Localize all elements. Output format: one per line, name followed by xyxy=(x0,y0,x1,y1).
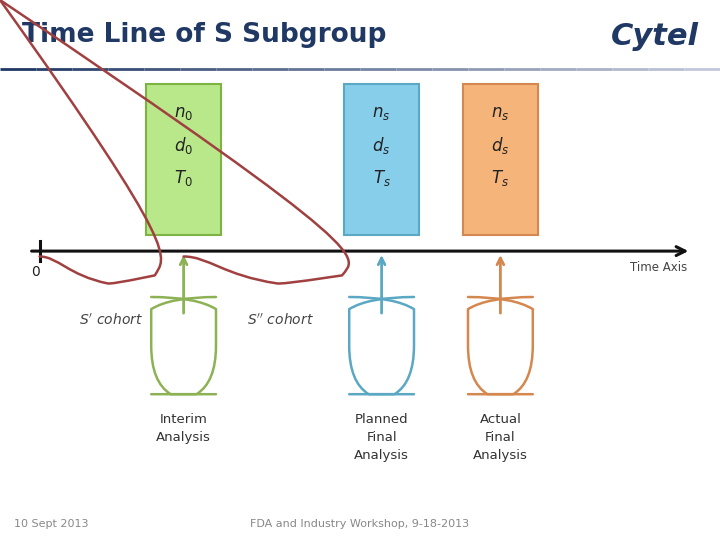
Text: $d_s$: $d_s$ xyxy=(491,136,510,156)
Text: $S'$ cohort: $S'$ cohort xyxy=(79,313,144,328)
Text: $n_s$: $n_s$ xyxy=(372,104,391,123)
Text: $T_s$: $T_s$ xyxy=(492,168,509,188)
FancyBboxPatch shape xyxy=(462,84,538,235)
Text: Cytel: Cytel xyxy=(611,22,698,51)
Text: 10 Sept 2013: 10 Sept 2013 xyxy=(14,519,89,529)
Text: 0: 0 xyxy=(32,265,40,279)
Text: FDA and Industry Workshop, 9-18-2013: FDA and Industry Workshop, 9-18-2013 xyxy=(251,519,469,529)
Text: $T_s$: $T_s$ xyxy=(373,168,390,188)
Text: $n_s$: $n_s$ xyxy=(491,104,510,123)
Text: Time Line of S Subgroup: Time Line of S Subgroup xyxy=(22,22,386,48)
Text: $S''$ cohort: $S''$ cohort xyxy=(248,313,314,328)
Text: $n_0$: $n_0$ xyxy=(174,104,193,123)
Text: Interim
Analysis: Interim Analysis xyxy=(156,413,211,444)
Text: $T_0$: $T_0$ xyxy=(174,168,193,188)
Text: Time Axis: Time Axis xyxy=(630,261,688,274)
Text: $d_0$: $d_0$ xyxy=(174,136,193,156)
Text: Actual
Final
Analysis: Actual Final Analysis xyxy=(473,413,528,462)
Text: Planned
Final
Analysis: Planned Final Analysis xyxy=(354,413,409,462)
Text: $d_s$: $d_s$ xyxy=(372,136,391,156)
FancyBboxPatch shape xyxy=(344,84,419,235)
FancyBboxPatch shape xyxy=(145,84,222,235)
